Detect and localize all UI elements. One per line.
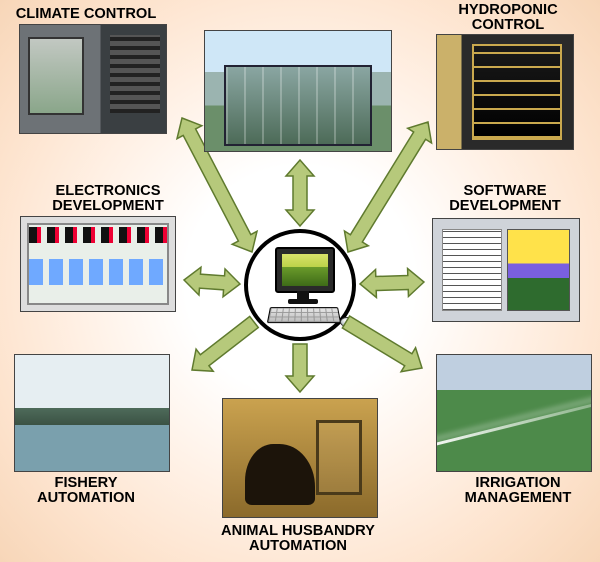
tile-software [432, 218, 580, 322]
tile-electronics [20, 216, 176, 312]
tile-hydroponic [436, 34, 574, 150]
label-fishery: FISHERY AUTOMATION [37, 476, 135, 507]
monitor-icon [275, 247, 335, 293]
tile-greenhouse [204, 30, 392, 152]
mouse-icon [340, 317, 354, 327]
keyboard-icon [267, 307, 341, 323]
label-irrigation: IRRIGATION MANAGEMENT [465, 476, 572, 507]
label-hydroponic: HYDROPONIC CONTROL [458, 3, 557, 34]
tile-animal [222, 398, 378, 518]
tile-irrigation [436, 354, 592, 472]
label-software: SOFTWARE DEVELOPMENT [449, 184, 561, 215]
label-animal: ANIMAL HUSBANDRY AUTOMATION [221, 524, 375, 555]
label-climate: CLIMATE CONTROL [16, 7, 157, 22]
label-electronics: ELECTRONICS DEVELOPMENT [52, 184, 164, 215]
hub-computer [244, 229, 356, 341]
tile-climate [19, 24, 167, 134]
tile-fishery [14, 354, 170, 472]
